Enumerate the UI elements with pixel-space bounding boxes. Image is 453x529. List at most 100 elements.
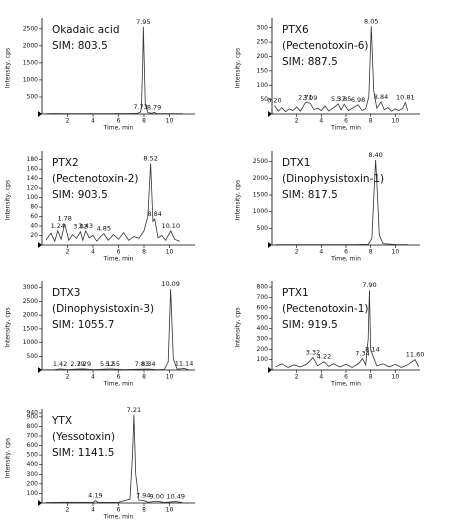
x-tick-label: 8 (369, 249, 373, 256)
x-tick-label: 10 (392, 374, 400, 381)
y-tick-label: 100 (27, 490, 39, 497)
x-tick-label: 8 (142, 118, 146, 125)
y-tick-label: 100 (257, 356, 269, 363)
y-tick-label: 900 (27, 413, 39, 420)
y-tick-label: 800 (27, 423, 39, 430)
x-axis-title: Time, min (330, 125, 361, 132)
peak-label: 7.95 (136, 18, 150, 26)
axis-arrow (268, 242, 272, 248)
y-tick-label: 40 (30, 223, 38, 230)
y-axis-title: Intensity, cps (235, 307, 242, 347)
y-tick-label: 3000 (23, 284, 38, 291)
peak-label: 8.14 (365, 345, 379, 353)
peak-label: 1.78 (57, 215, 71, 223)
peak-label: 3.29 (77, 360, 91, 368)
chart-title: Okadaic acid (52, 24, 120, 36)
y-tick-label: 100 (27, 194, 39, 201)
chart-panel: 20 40 60 80 100 120 140 160 180 2 4 6 8 10 Time, min In… (5, 151, 195, 263)
peak-label: 5.37 (331, 95, 345, 103)
y-tick-label: 80 (30, 204, 38, 211)
y-tick-label: 150 (257, 67, 269, 74)
y-tick-label: 200 (27, 480, 39, 487)
y-tick-label: 600 (27, 442, 39, 449)
trace (274, 26, 409, 113)
x-tick-label: 6 (117, 374, 121, 381)
peak-label: 1.42 (53, 360, 67, 368)
peak-label: 8.40 (368, 151, 382, 159)
chart-annotation: SIM: 903.5 (52, 189, 108, 201)
peak-label: 8.84 (147, 210, 161, 218)
y-tick-label: 300 (27, 471, 39, 478)
y-tick-label: 600 (257, 304, 269, 311)
x-tick-label: 6 (117, 118, 121, 125)
chart-panel: 50 100 150 200 250 300 2 4 6 8 10 Time, min Intensit… (235, 17, 420, 132)
chart-subtitle: (Pectenotoxin-1) (282, 303, 369, 315)
y-axis-title: Intensity, cps (5, 438, 12, 478)
y-tick-label: 200 (257, 346, 269, 353)
y-tick-label: 700 (257, 294, 269, 301)
peak-label: 8.84 (374, 93, 388, 101)
chart-annotation: SIM: 919.5 (282, 319, 338, 331)
axis-arrow (38, 500, 42, 506)
chart-title: PTX6 (282, 24, 309, 36)
peak-label: 10.81 (396, 94, 415, 102)
chart-title: PTX2 (52, 157, 79, 169)
x-tick-label: 2 (66, 507, 70, 514)
y-tick-label: 180 (27, 156, 39, 163)
x-tick-label: 6 (117, 249, 121, 256)
y-tick-label: 2000 (23, 312, 38, 319)
peak-label: 7.90 (362, 281, 376, 289)
peak-label: 7.94 (136, 491, 150, 499)
x-tick-label: 2 (66, 118, 70, 125)
y-tick-label: 2500 (253, 158, 268, 165)
peak-label: 11.14 (175, 359, 194, 367)
y-tick-label: 50 (260, 96, 268, 103)
x-tick-label: 8 (369, 118, 373, 125)
chart-title: PTX1 (282, 287, 309, 299)
x-tick-label: 2 (66, 249, 70, 256)
x-tick-label: 2 (295, 118, 299, 125)
y-tick-label: 160 (27, 166, 39, 173)
peak-label: 5.55 (106, 360, 120, 368)
y-tick-label: 500 (257, 225, 269, 232)
axis-arrow (268, 111, 272, 117)
y-axis-title: Intensity, cps (5, 48, 12, 88)
y-tick-label: 1000 (23, 339, 38, 346)
x-tick-label: 4 (91, 374, 95, 381)
chart-annotation: SIM: 887.5 (282, 56, 338, 68)
peak-label: 5.12 (100, 360, 114, 368)
peak-label: 7.83 (135, 360, 149, 368)
trace (45, 414, 183, 503)
y-axis-title: Intensity, cps (235, 180, 242, 220)
x-tick-label: 2 (295, 249, 299, 256)
peak-label: 7.34 (355, 350, 369, 358)
chart-annotation: SIM: 817.5 (282, 189, 338, 201)
x-tick-label: 4 (91, 118, 95, 125)
peak-label: 8.34 (141, 360, 155, 368)
y-tick-label: 2000 (23, 42, 38, 49)
chart-subtitle: (Yessotoxin) (52, 431, 115, 443)
peak-label: 4.22 (317, 353, 331, 361)
y-tick-label: 300 (257, 24, 269, 31)
y-tick-label: 200 (257, 53, 269, 60)
y-tick-label: 1500 (23, 325, 38, 332)
y-tick-label: 500 (27, 353, 39, 360)
chart-annotation: SIM: 1141.5 (52, 447, 114, 459)
x-tick-label: 8 (142, 374, 146, 381)
peak-label: 4.85 (97, 225, 111, 233)
x-tick-label: 4 (319, 249, 323, 256)
x-tick-label: 2 (295, 374, 299, 381)
chart-panel: 500 1000 1500 2000 2500 2 4 6 8 10 Time, min Intens… (235, 151, 420, 263)
y-tick-label: 60 (30, 213, 38, 220)
x-tick-label: 4 (319, 118, 323, 125)
y-tick-label: 20 (30, 232, 38, 239)
peak-label: 5.85 (337, 95, 351, 103)
y-tick-label: 140 (27, 175, 39, 182)
x-axis-title: Time, min (103, 514, 134, 521)
y-tick-label: 2500 (23, 25, 38, 32)
peak-label: 7.73 (133, 103, 147, 111)
y-tick-label: 250 (257, 39, 269, 46)
peak-label: 2.79 (70, 360, 84, 368)
y-tick-label: 400 (257, 325, 269, 332)
